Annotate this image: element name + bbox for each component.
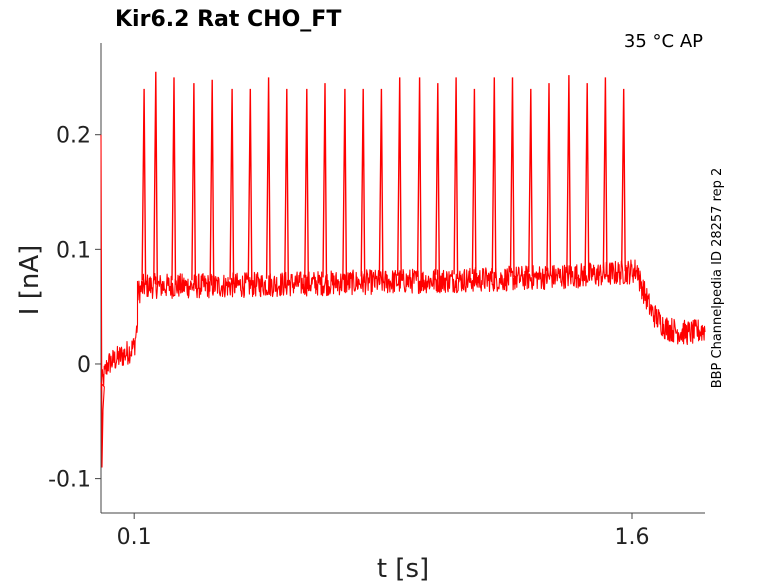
x-axis-label: t [s] <box>377 554 429 583</box>
spike <box>247 88 253 284</box>
current-trace <box>100 134 706 468</box>
spike <box>265 77 271 284</box>
chart-conditions: 35 °C AP <box>624 31 703 52</box>
spike <box>209 79 215 285</box>
spike <box>171 77 177 285</box>
spike <box>491 77 497 279</box>
spike <box>229 88 235 285</box>
y-axis-label: I [nA] <box>15 245 45 315</box>
spike <box>509 77 515 278</box>
spike <box>304 88 309 283</box>
spike <box>435 83 440 280</box>
y-ticks: -0.1 0 0.1 0.2 <box>48 124 101 493</box>
spike <box>397 77 402 281</box>
spike <box>584 83 590 274</box>
x-tick-label: 1.6 <box>614 525 649 550</box>
x-tick-label: 0.1 <box>117 525 152 550</box>
y-tick-label: -0.1 <box>48 468 91 493</box>
spike <box>546 83 552 276</box>
spike <box>342 88 348 282</box>
spike <box>416 77 422 280</box>
chart-title: Kir6.2 Rat CHO_FT <box>115 7 341 32</box>
x-ticks: 0.1 1.6 <box>117 513 649 550</box>
spike <box>153 71 158 285</box>
plot-area: -0.1 0 0.1 0.2 0.1 1.6 <box>48 43 706 550</box>
spike <box>566 75 572 275</box>
y-tick-label: 0 <box>77 353 91 378</box>
spike <box>191 83 197 285</box>
spike <box>621 88 626 272</box>
spike <box>602 77 608 273</box>
side-label: BBP Channelpedia ID 28257 rep 2 <box>710 168 725 389</box>
spike <box>284 88 289 283</box>
y-tick-label: 0.1 <box>56 238 91 263</box>
spikes <box>141 71 626 285</box>
spike <box>141 88 147 285</box>
spike <box>528 88 533 277</box>
spike <box>378 88 384 281</box>
spike <box>322 83 328 283</box>
spike <box>453 77 459 280</box>
spike <box>360 88 366 282</box>
y-tick-label: 0.2 <box>56 124 91 149</box>
spike <box>471 88 477 279</box>
